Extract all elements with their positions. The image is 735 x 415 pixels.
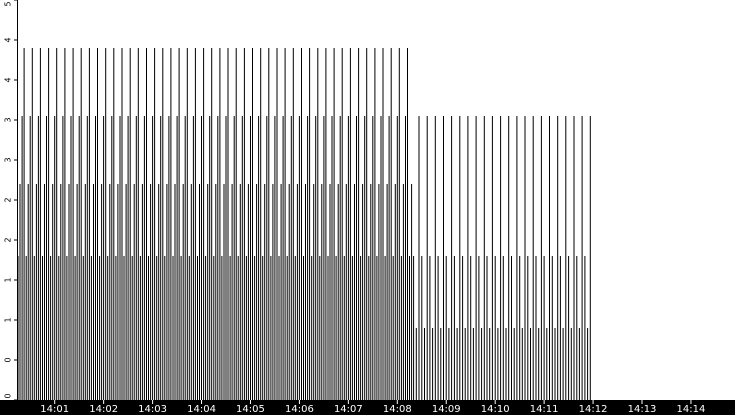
x-axis-band: [0, 400, 735, 415]
y-tick-label: 2: [4, 237, 13, 242]
y-tick-label: 3: [4, 157, 13, 162]
x-tick-label: 14:08: [383, 404, 412, 415]
x-tick-label: 14:03: [138, 404, 167, 415]
x-tick-label: 14:14: [677, 404, 706, 415]
x-tick-label: 14:12: [579, 404, 608, 415]
x-tick-label: 14:04: [187, 404, 216, 415]
x-axis: 14:01 14:02 14:03 14:04 14:05 14:06 14:07 14:08…: [40, 400, 705, 415]
y-tick-label: 4: [4, 37, 13, 42]
y-tick-label: 1: [4, 277, 13, 282]
y-tick-label: 2: [4, 197, 13, 202]
x-tick-label: 14:13: [628, 404, 657, 415]
x-tick-label: 14:11: [530, 404, 559, 415]
y-tick-label: 4: [4, 77, 13, 82]
y-tick-label: 1: [4, 317, 13, 322]
y-tick-label: 5: [4, 1, 13, 6]
x-tick-label: 14:05: [236, 404, 265, 415]
x-tick-label: 14:09: [432, 404, 461, 415]
y-tick-label: 0: [4, 357, 13, 362]
x-tick-label: 14:01: [40, 404, 69, 415]
x-tick-label: 14:06: [285, 404, 314, 415]
x-tick-label: 14:10: [481, 404, 510, 415]
x-tick-label: 14:02: [89, 404, 118, 415]
x-tick-label: 14:07: [334, 404, 363, 415]
y-tick-label: 3: [4, 117, 13, 122]
y-tick-label: 0: [4, 393, 13, 398]
y-axis: 0 0 1 1 2 2 3 3 4 4 5: [4, 0, 18, 401]
